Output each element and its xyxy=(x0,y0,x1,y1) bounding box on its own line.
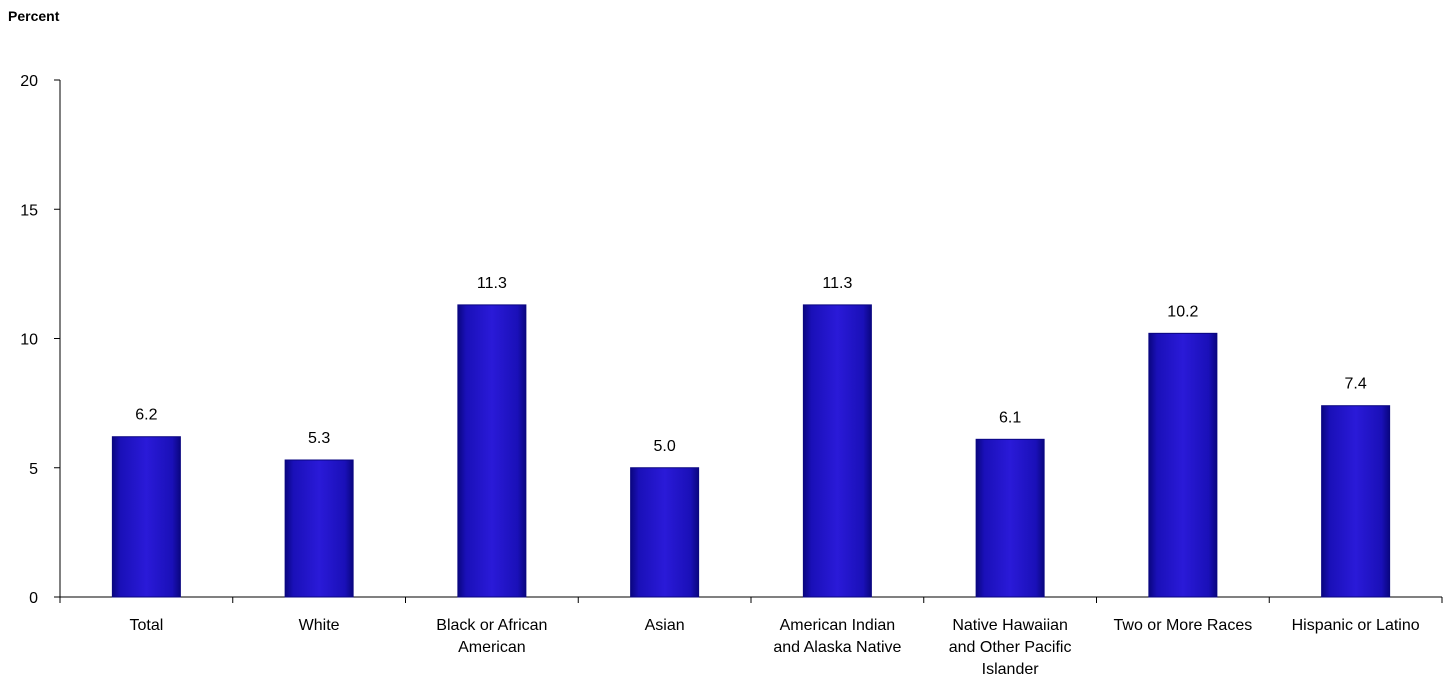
category-label-line: Native Hawaiian xyxy=(952,617,1068,634)
data-label: 11.3 xyxy=(822,275,852,292)
y-axis-label: Percent xyxy=(8,8,60,24)
category-label: Two or More Races xyxy=(1114,617,1253,634)
y-tick-label: 20 xyxy=(20,73,38,90)
bar xyxy=(111,436,181,598)
bar xyxy=(1321,405,1391,598)
category-label-line: Black or African xyxy=(436,617,547,634)
category-label-line: Total xyxy=(129,617,163,634)
y-tick-label: 0 xyxy=(29,590,38,607)
category-label-line: and Other Pacific xyxy=(949,639,1072,656)
category-label-line: American xyxy=(458,639,526,656)
category-label: Hispanic or Latino xyxy=(1292,617,1420,634)
category-label: White xyxy=(299,617,340,634)
category-label-line: Two or More Races xyxy=(1114,617,1253,634)
data-label: 5.0 xyxy=(654,438,676,455)
data-label: 6.2 xyxy=(135,407,157,424)
category-label-line: and Alaska Native xyxy=(773,639,901,656)
data-labels: 6.2 5.3 11.3 5.0 11.3 6.1 10.2 7.4 xyxy=(135,275,1367,455)
data-label: 5.3 xyxy=(308,430,330,447)
data-label: 10.2 xyxy=(1167,303,1198,320)
data-label: 6.1 xyxy=(999,409,1021,426)
category-label: American Indian and Alaska Native xyxy=(773,617,901,656)
data-label: 7.4 xyxy=(1345,376,1367,393)
bars xyxy=(111,304,1391,598)
category-label-line: American Indian xyxy=(780,617,896,634)
bar xyxy=(802,304,872,598)
y-axis: 0 5 10 15 20 xyxy=(20,73,61,607)
bar xyxy=(630,467,700,598)
category-labels: Total White Black or African American Asian A… xyxy=(129,617,1419,678)
category-label-line: Islander xyxy=(982,661,1040,678)
bar xyxy=(457,304,527,598)
category-label: Native Hawaiian and Other Pacific Islander xyxy=(949,617,1072,678)
category-label: Black or African American xyxy=(436,617,547,656)
y-tick-label: 10 xyxy=(20,332,38,349)
bar xyxy=(1148,332,1218,598)
category-label: Asian xyxy=(645,617,685,634)
category-label-line: White xyxy=(299,617,340,634)
x-axis xyxy=(59,596,1443,603)
category-label-line: Asian xyxy=(645,617,685,634)
data-label: 11.3 xyxy=(477,275,507,292)
category-label: Total xyxy=(129,617,163,634)
y-tick-label: 5 xyxy=(29,461,38,478)
category-label-line: Hispanic or Latino xyxy=(1292,617,1420,634)
bar xyxy=(284,459,354,598)
bar xyxy=(975,438,1045,598)
y-tick-label: 15 xyxy=(20,202,38,219)
